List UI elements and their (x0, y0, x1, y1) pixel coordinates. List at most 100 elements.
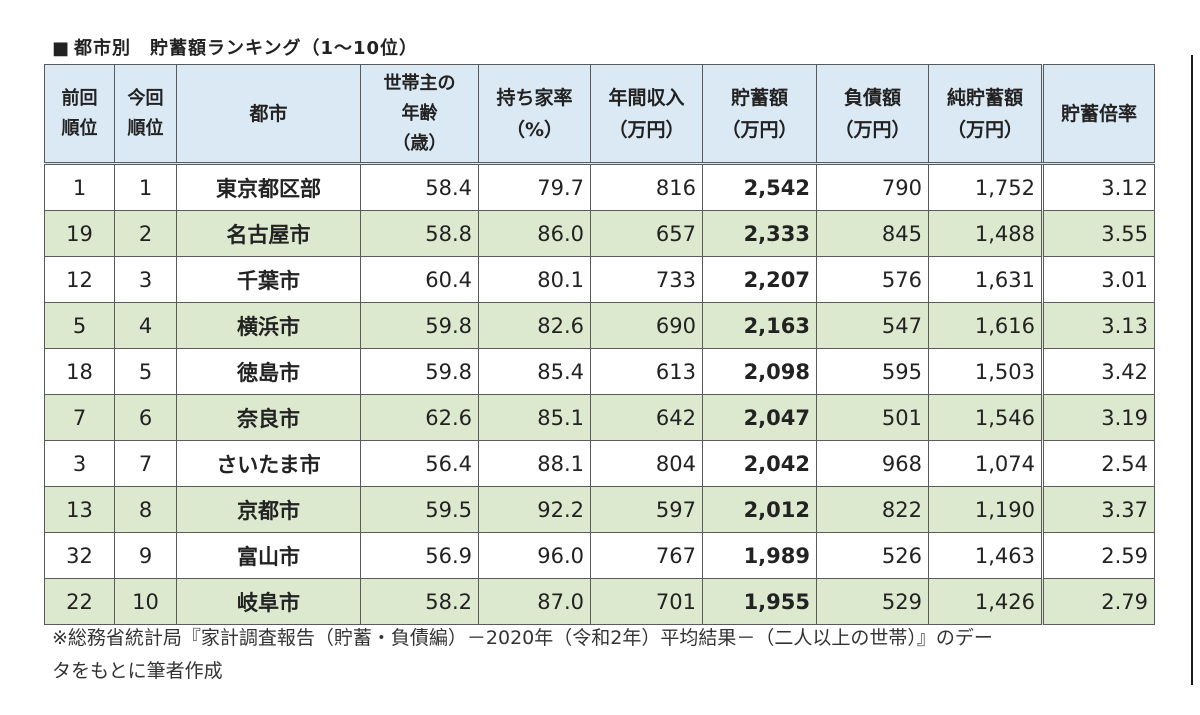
cell-city: さいたま市 (176, 440, 361, 487)
cell-current-rank: 8 (114, 486, 177, 533)
cell-savings-ratio: 3.55 (1041, 210, 1155, 257)
cell-income: 816 (590, 163, 703, 211)
cell-income: 701 (590, 578, 703, 625)
cell-income: 767 (590, 532, 703, 579)
header-prev-rank: 前回 順位 (44, 64, 115, 165)
source-line-2: タをもとに筆者作成 (52, 660, 223, 682)
cell-savings-ratio: 2.59 (1041, 532, 1155, 579)
cell-city: 京都市 (176, 486, 361, 533)
cell-city: 富山市 (176, 532, 361, 579)
table-title: ■ 都市別 貯蓄額ランキング（1～10位） (52, 34, 418, 60)
cell-debt: 968 (816, 440, 929, 487)
cell-current-rank: 6 (114, 394, 177, 441)
cell-city: 東京都区部 (176, 163, 361, 211)
cell-debt: 576 (816, 256, 929, 303)
cell-savings-ratio: 2.79 (1041, 578, 1155, 625)
cell-net-savings: 1,190 (928, 486, 1043, 533)
cell-debt: 595 (816, 348, 929, 395)
cell-savings: 2,098 (702, 348, 817, 395)
cell-net-savings: 1,074 (928, 440, 1043, 487)
table-row: 18 5 徳島市 59.8 85.4 613 2,098 595 1,503 3.42 (44, 348, 1155, 395)
table-row: 1 1 東京都区部 58.4 79.7 816 2,542 790 1,752 3.12 (44, 163, 1155, 211)
cell-current-rank: 1 (114, 163, 177, 211)
cell-savings: 2,042 (702, 440, 817, 487)
cell-savings: 2,163 (702, 302, 817, 349)
cell-city: 千葉市 (176, 256, 361, 303)
header-home-ownership: 持ち家率 （%） (478, 64, 591, 165)
table-row: 3 7 さいたま市 56.4 88.1 804 2,042 968 1,074 2.54 (44, 440, 1155, 487)
table-row: 12 3 千葉市 60.4 80.1 733 2,207 576 1,631 3.01 (44, 256, 1155, 303)
cell-savings: 2,012 (702, 486, 817, 533)
cell-savings: 2,047 (702, 394, 817, 441)
table-row: 22 10 岐阜市 58.2 87.0 701 1,955 529 1,426 2.79 (44, 578, 1155, 625)
cell-home-ownership: 79.7 (478, 163, 591, 211)
cell-prev-rank: 19 (44, 210, 115, 257)
cell-age: 59.5 (360, 486, 479, 533)
cell-debt: 501 (816, 394, 929, 441)
cell-net-savings: 1,503 (928, 348, 1043, 395)
cell-age: 59.8 (360, 302, 479, 349)
source-line-1: ※総務省統計局『家計調査報告（貯蓄・負債編）－2020年（令和2年）平均結果－（… (52, 627, 993, 649)
cell-current-rank: 5 (114, 348, 177, 395)
header-row: 前回 順位 今回 順位 都市 世帯主の 年齢 （歳） 持ち家率 （%） 年間収入 （万円） … (44, 64, 1155, 165)
cell-prev-rank: 5 (44, 302, 115, 349)
cell-net-savings: 1,616 (928, 302, 1043, 349)
page-edge-rule (1191, 55, 1193, 685)
header-savings: 貯蓄額 （万円） (702, 64, 817, 165)
cell-net-savings: 1,426 (928, 578, 1043, 625)
cell-savings: 2,542 (702, 163, 817, 211)
cell-prev-rank: 32 (44, 532, 115, 579)
cell-home-ownership: 82.6 (478, 302, 591, 349)
cell-current-rank: 3 (114, 256, 177, 303)
cell-net-savings: 1,546 (928, 394, 1043, 441)
table-row: 32 9 富山市 56.9 96.0 767 1,989 526 1,463 2.59 (44, 532, 1155, 579)
cell-income: 613 (590, 348, 703, 395)
cell-current-rank: 10 (114, 578, 177, 625)
cell-prev-rank: 7 (44, 394, 115, 441)
source-note: ※総務省統計局『家計調査報告（貯蓄・負債編）－2020年（令和2年）平均結果－（… (52, 622, 1162, 688)
cell-income: 690 (590, 302, 703, 349)
title-text: 都市別 貯蓄額ランキング（1～10位） (74, 38, 419, 59)
cell-current-rank: 7 (114, 440, 177, 487)
header-annual-income: 年間収入 （万円） (590, 64, 703, 165)
cell-city: 徳島市 (176, 348, 361, 395)
cell-age: 58.8 (360, 210, 479, 257)
cell-net-savings: 1,752 (928, 163, 1043, 211)
cell-home-ownership: 86.0 (478, 210, 591, 257)
cell-age: 56.4 (360, 440, 479, 487)
cell-home-ownership: 92.2 (478, 486, 591, 533)
cell-net-savings: 1,488 (928, 210, 1043, 257)
header-net-savings: 純貯蓄額 （万円） (928, 64, 1043, 165)
cell-age: 62.6 (360, 394, 479, 441)
cell-savings: 1,955 (702, 578, 817, 625)
cell-age: 58.4 (360, 163, 479, 211)
cell-income: 733 (590, 256, 703, 303)
cell-current-rank: 9 (114, 532, 177, 579)
header-householder-age: 世帯主の 年齢 （歳） (360, 64, 479, 165)
cell-debt: 845 (816, 210, 929, 257)
header-savings-ratio: 貯蓄倍率 (1041, 64, 1155, 165)
cell-savings-ratio: 2.54 (1041, 440, 1155, 487)
cell-city: 横浜市 (176, 302, 361, 349)
cell-prev-rank: 3 (44, 440, 115, 487)
header-current-rank: 今回 順位 (114, 64, 177, 165)
table-row: 5 4 横浜市 59.8 82.6 690 2,163 547 1,616 3.13 (44, 302, 1155, 349)
cell-savings: 1,989 (702, 532, 817, 579)
cell-home-ownership: 85.4 (478, 348, 591, 395)
cell-home-ownership: 88.1 (478, 440, 591, 487)
cell-debt: 822 (816, 486, 929, 533)
title-marker: ■ (52, 38, 71, 59)
cell-net-savings: 1,463 (928, 532, 1043, 579)
cell-current-rank: 2 (114, 210, 177, 257)
cell-savings-ratio: 3.13 (1041, 302, 1155, 349)
savings-ranking-table: 前回 順位 今回 順位 都市 世帯主の 年齢 （歳） 持ち家率 （%） 年間収入 （万円） … (44, 64, 1155, 625)
cell-age: 59.8 (360, 348, 479, 395)
header-debt: 負債額 （万円） (816, 64, 929, 165)
cell-income: 804 (590, 440, 703, 487)
table-row: 13 8 京都市 59.5 92.2 597 2,012 822 1,190 3.37 (44, 486, 1155, 533)
cell-prev-rank: 13 (44, 486, 115, 533)
cell-home-ownership: 85.1 (478, 394, 591, 441)
cell-debt: 547 (816, 302, 929, 349)
cell-current-rank: 4 (114, 302, 177, 349)
cell-city: 名古屋市 (176, 210, 361, 257)
